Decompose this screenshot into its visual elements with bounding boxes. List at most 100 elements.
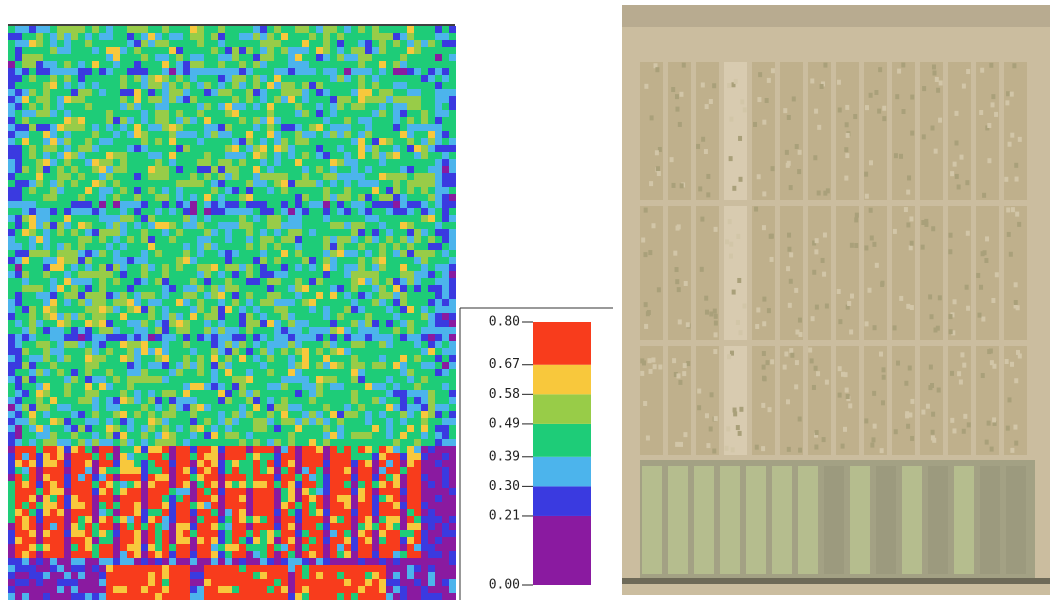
map-pixel: [407, 348, 414, 355]
map-pixel: [218, 152, 225, 159]
map-pixel: [274, 131, 281, 138]
map-pixel: [92, 68, 99, 75]
map-pixel: [372, 397, 379, 404]
map-pixel: [92, 82, 99, 89]
map-pixel: [92, 537, 99, 544]
map-pixel: [288, 565, 295, 572]
map-pixel: [344, 166, 351, 173]
map-pixel: [351, 159, 358, 166]
map-pixel: [29, 355, 36, 362]
map-pixel: [57, 131, 64, 138]
map-pixel: [358, 47, 365, 54]
map-pixel: [316, 285, 323, 292]
map-pixel: [197, 110, 204, 117]
map-pixel: [92, 124, 99, 131]
map-pixel: [22, 544, 29, 551]
map-pixel: [85, 439, 92, 446]
map-pixel: [176, 271, 183, 278]
map-pixel: [8, 89, 15, 96]
map-pixel: [274, 173, 281, 180]
map-pixel: [148, 411, 155, 418]
map-pixel: [351, 474, 358, 481]
map-pixel: [393, 250, 400, 257]
map-pixel: [302, 341, 309, 348]
map-pixel: [22, 334, 29, 341]
map-pixel: [99, 544, 106, 551]
map-pixel: [309, 229, 316, 236]
map-pixel: [204, 558, 211, 565]
map-pixel: [407, 341, 414, 348]
map-pixel: [176, 313, 183, 320]
map-pixel: [155, 481, 162, 488]
map-pixel: [183, 306, 190, 313]
map-pixel: [449, 341, 456, 348]
map-pixel: [8, 530, 15, 537]
map-pixel: [15, 47, 22, 54]
map-pixel: [400, 82, 407, 89]
map-pixel: [50, 292, 57, 299]
map-pixel: [225, 285, 232, 292]
map-pixel: [260, 187, 267, 194]
map-pixel: [442, 362, 449, 369]
map-pixel: [449, 537, 456, 544]
map-pixel: [323, 355, 330, 362]
map-pixel: [330, 439, 337, 446]
map-pixel: [281, 159, 288, 166]
map-pixel: [379, 292, 386, 299]
map-pixel: [134, 278, 141, 285]
map-pixel: [239, 495, 246, 502]
map-pixel: [309, 47, 316, 54]
map-pixel: [267, 75, 274, 82]
map-pixel: [211, 530, 218, 537]
map-pixel: [239, 250, 246, 257]
map-pixel: [218, 502, 225, 509]
map-pixel: [134, 54, 141, 61]
map-pixel: [449, 271, 456, 278]
map-pixel: [197, 138, 204, 145]
map-pixel: [155, 558, 162, 565]
map-pixel: [169, 222, 176, 229]
map-pixel: [337, 201, 344, 208]
map-pixel: [71, 138, 78, 145]
map-pixel: [85, 278, 92, 285]
map-pixel: [92, 54, 99, 61]
map-pixel: [57, 544, 64, 551]
map-pixel: [57, 61, 64, 68]
map-pixel: [288, 187, 295, 194]
map-pixel: [281, 264, 288, 271]
map-pixel: [449, 299, 456, 306]
map-pixel: [365, 89, 372, 96]
map-pixel: [8, 229, 15, 236]
map-pixel: [407, 103, 414, 110]
map-pixel: [239, 229, 246, 236]
map-pixel: [8, 502, 15, 509]
map-pixel: [218, 397, 225, 404]
map-pixel: [106, 26, 113, 33]
map-pixel: [330, 453, 337, 460]
map-pixel: [449, 320, 456, 327]
map-pixel: [302, 194, 309, 201]
map-pixel: [379, 187, 386, 194]
map-pixel: [225, 131, 232, 138]
map-pixel: [225, 299, 232, 306]
map-pixel: [351, 103, 358, 110]
map-pixel: [127, 383, 134, 390]
map-pixel: [295, 47, 302, 54]
map-pixel: [162, 201, 169, 208]
map-pixel: [372, 61, 379, 68]
map-pixel: [309, 411, 316, 418]
map-pixel: [218, 418, 225, 425]
map-pixel: [211, 68, 218, 75]
map-pixel: [176, 201, 183, 208]
map-pixel: [344, 397, 351, 404]
map-pixel: [15, 33, 22, 40]
map-pixel: [106, 341, 113, 348]
map-pixel: [92, 516, 99, 523]
map-pixel: [99, 215, 106, 222]
map-pixel: [99, 138, 106, 145]
map-pixel: [43, 516, 50, 523]
map-pixel: [211, 173, 218, 180]
map-pixel: [29, 509, 36, 516]
map-pixel: [421, 222, 428, 229]
map-pixel: [162, 404, 169, 411]
